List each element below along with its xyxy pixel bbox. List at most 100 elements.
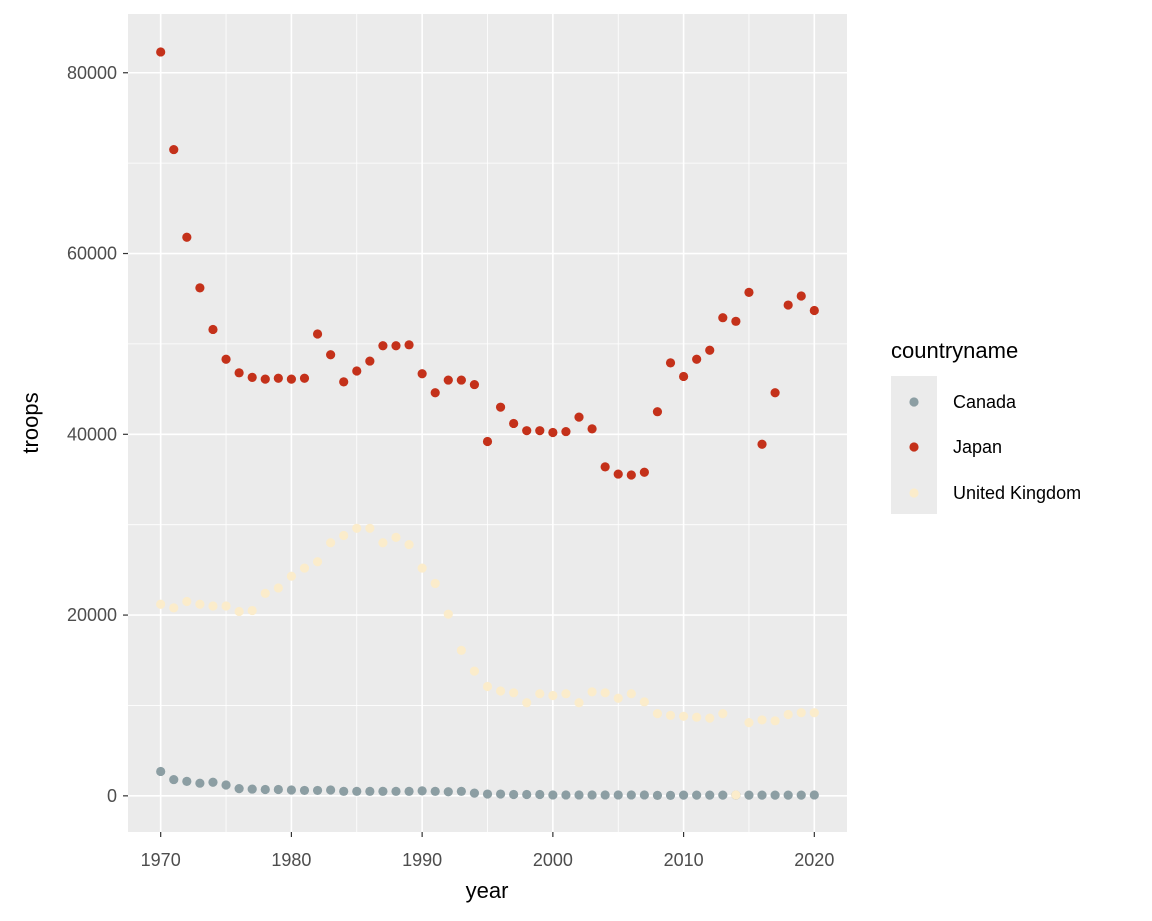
point-japan — [574, 412, 584, 422]
point-canada — [273, 784, 283, 795]
point-japan — [482, 436, 493, 447]
x-tick-label: 2000 — [533, 850, 573, 870]
point-japan — [522, 426, 532, 436]
point-japan — [339, 377, 349, 387]
point-united-kingdom — [509, 688, 519, 698]
point-united-kingdom — [234, 606, 244, 617]
legend-label-united-kingdom: United Kingdom — [953, 483, 1081, 503]
legend-key-canada — [909, 397, 919, 407]
point-united-kingdom — [443, 609, 453, 619]
point-united-kingdom — [678, 711, 689, 721]
point-united-kingdom — [548, 690, 558, 701]
point-united-kingdom — [156, 599, 166, 609]
point-canada — [482, 789, 493, 799]
data-points — [156, 47, 819, 800]
point-japan — [234, 368, 244, 378]
point-canada — [639, 790, 649, 800]
point-canada — [744, 790, 754, 800]
point-japan — [365, 356, 375, 366]
point-canada — [404, 786, 414, 796]
point-united-kingdom — [456, 645, 466, 655]
x-tick-labels: 1970 1980 1990 2000 2010 2020 — [141, 850, 835, 870]
point-canada — [326, 785, 336, 795]
point-japan — [613, 469, 623, 479]
point-japan — [260, 374, 270, 384]
point-japan — [626, 470, 636, 480]
point-united-kingdom — [247, 605, 257, 616]
point-united-kingdom — [365, 523, 375, 533]
point-canada — [718, 790, 728, 800]
point-canada — [260, 784, 270, 795]
point-canada — [783, 790, 793, 800]
point-canada — [678, 790, 689, 800]
legend-title: countryname — [891, 338, 1018, 363]
point-japan — [182, 232, 192, 242]
y-tick-labels: 0 20000 40000 60000 80000 — [67, 63, 117, 806]
point-japan — [378, 341, 388, 351]
point-japan — [169, 144, 179, 155]
point-united-kingdom — [182, 596, 192, 607]
point-united-kingdom — [391, 532, 401, 542]
point-canada — [652, 790, 663, 800]
point-united-kingdom — [652, 708, 663, 719]
point-japan — [770, 388, 780, 398]
point-japan — [757, 439, 767, 449]
point-united-kingdom — [757, 715, 767, 725]
point-canada — [365, 786, 375, 796]
point-united-kingdom — [613, 693, 623, 703]
point-canada — [299, 785, 310, 796]
point-japan — [430, 388, 440, 398]
point-canada — [535, 789, 545, 800]
point-united-kingdom — [221, 601, 231, 611]
point-japan — [352, 366, 362, 376]
legend-label-japan: Japan — [953, 437, 1002, 457]
point-japan — [705, 345, 715, 355]
point-japan — [456, 375, 466, 385]
point-united-kingdom — [561, 689, 571, 699]
point-canada — [286, 785, 297, 795]
point-canada — [456, 786, 466, 796]
point-united-kingdom — [208, 601, 218, 611]
point-japan — [404, 340, 414, 350]
point-japan — [509, 418, 519, 429]
point-united-kingdom — [718, 708, 728, 719]
point-united-kingdom — [469, 666, 480, 676]
point-japan — [548, 427, 558, 438]
point-canada — [469, 788, 480, 798]
legend-label-canada: Canada — [953, 392, 1017, 412]
legend-keys — [909, 397, 919, 498]
point-united-kingdom — [352, 523, 362, 533]
point-canada — [417, 786, 427, 796]
x-tick-label: 1970 — [141, 850, 181, 870]
x-tick-label: 2020 — [794, 850, 834, 870]
y-tick-label: 80000 — [67, 63, 117, 83]
x-tick-label: 1980 — [271, 850, 311, 870]
x-tick-label: 1990 — [402, 850, 442, 870]
point-united-kingdom — [626, 689, 636, 699]
point-united-kingdom — [273, 583, 283, 593]
point-canada — [221, 780, 231, 790]
point-united-kingdom — [312, 557, 323, 567]
point-united-kingdom — [574, 698, 584, 708]
point-canada — [705, 790, 715, 800]
point-japan — [587, 424, 597, 434]
point-united-kingdom — [744, 718, 754, 728]
point-canada — [587, 790, 597, 800]
point-united-kingdom — [535, 689, 545, 699]
point-united-kingdom — [378, 538, 388, 548]
point-japan — [495, 402, 506, 412]
point-canada — [548, 790, 558, 800]
point-united-kingdom — [404, 539, 414, 550]
point-canada — [247, 784, 257, 794]
point-japan — [312, 329, 323, 339]
point-united-kingdom — [195, 599, 205, 609]
point-canada — [613, 790, 623, 800]
legend-key-united-kingdom — [909, 488, 919, 498]
point-japan — [600, 462, 610, 472]
point-canada — [600, 790, 610, 800]
point-united-kingdom — [692, 712, 702, 722]
point-united-kingdom — [522, 698, 532, 708]
legend-key-japan — [909, 442, 919, 452]
point-united-kingdom — [495, 686, 506, 696]
point-united-kingdom — [705, 713, 715, 723]
